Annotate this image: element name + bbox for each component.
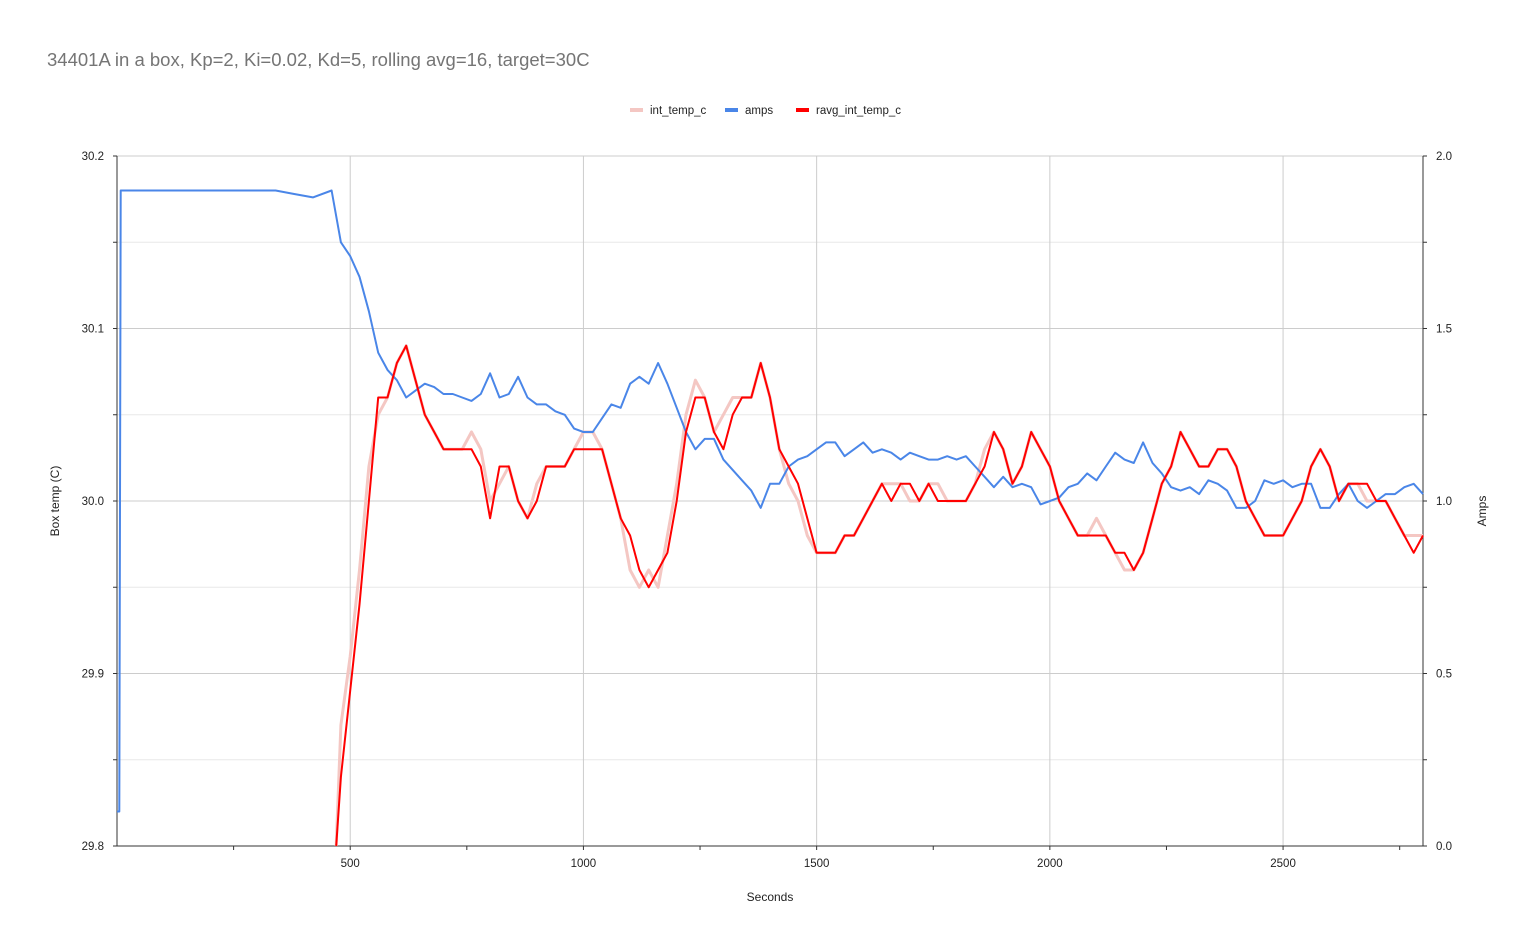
- legend: int_temp_c amps ravg_int_temp_c: [630, 105, 901, 117]
- y-tick-label: 30.0: [82, 496, 104, 508]
- x-tick-label: 500: [341, 858, 360, 870]
- legend-label-int_temp_c: int_temp_c: [650, 105, 707, 117]
- x-tick-label: 1500: [804, 858, 830, 870]
- x-tick-label: 2500: [1270, 858, 1296, 870]
- y2-tick-label: 1.0: [1436, 496, 1452, 508]
- x-axis-label: Seconds: [747, 890, 794, 904]
- series-layer: [117, 189, 1424, 847]
- y2-axis-label: Amps: [1475, 496, 1489, 527]
- y-tick-label: 29.8: [82, 841, 104, 853]
- y2-tick-label: 2.0: [1436, 151, 1452, 163]
- x-tick-label: 1000: [571, 858, 597, 870]
- y-tick-label: 30.2: [82, 151, 104, 163]
- legend-label-ravg_int_temp_c: ravg_int_temp_c: [816, 105, 901, 117]
- y-tick-label: 30.1: [82, 324, 104, 336]
- y2-tick-label: 1.5: [1436, 324, 1452, 336]
- y2-tick-label: 0.0: [1436, 841, 1452, 853]
- series-line-amps: [117, 189, 1424, 813]
- y-tick-label: 29.9: [82, 669, 104, 681]
- x-tick-label: 2000: [1037, 858, 1063, 870]
- gridlines: [117, 155, 1423, 847]
- legend-label-amps: amps: [745, 105, 773, 117]
- y-axis-label: Box temp (C): [48, 466, 62, 537]
- axes: [113, 155, 1427, 850]
- series-line-ravg_int_temp_c: [335, 344, 1424, 847]
- tick-labels: 29.8 29.9 30.0 30.1 30.2 0.0 0.5 1.0 1.5 2.0 500 10…: [82, 151, 1452, 870]
- series-line-int_temp_c: [334, 344, 1423, 847]
- chart-title: 34401A in a box, Kp=2, Ki=0.02, Kd=5, ro…: [47, 49, 590, 70]
- y2-tick-label: 0.5: [1436, 669, 1452, 681]
